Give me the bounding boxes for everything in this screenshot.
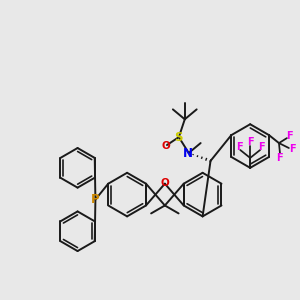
Text: N: N <box>183 148 193 160</box>
Text: O: O <box>162 141 170 151</box>
Text: O: O <box>160 178 169 188</box>
Text: F: F <box>258 142 264 152</box>
Text: S: S <box>175 130 183 144</box>
Text: F: F <box>236 142 243 152</box>
Text: F: F <box>286 131 293 141</box>
Text: F: F <box>290 144 296 154</box>
Text: P: P <box>91 193 100 206</box>
Text: F: F <box>276 153 282 163</box>
Text: F: F <box>247 137 253 147</box>
